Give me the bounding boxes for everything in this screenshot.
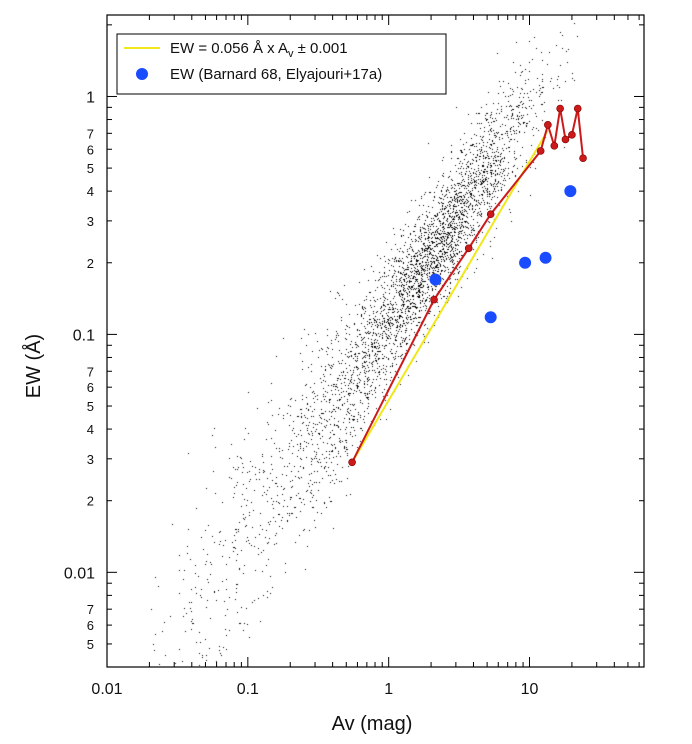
median-point — [486, 210, 495, 219]
y-tick-label: 0.1 — [73, 327, 95, 344]
y-minor-tick-label: 3 — [87, 214, 94, 229]
legend-fit-label-subscript: v — [288, 48, 294, 60]
x-tick-label: 10 — [521, 681, 539, 698]
y-tick-label: 1 — [86, 89, 95, 106]
y-minor-tick-label: 6 — [87, 380, 94, 395]
y-minor-tick-label: 2 — [87, 494, 94, 509]
pixel-scatter-cloud — [107, 15, 644, 667]
fit-line — [351, 129, 549, 463]
median-point — [544, 121, 552, 129]
x-tick-label: 1 — [384, 681, 393, 698]
y-minor-tick-label: 5 — [87, 161, 94, 176]
median-point — [568, 131, 576, 139]
y-minor-tick-label: 4 — [87, 422, 94, 437]
median-point — [348, 458, 356, 467]
b68-point — [564, 185, 577, 198]
y-minor-tick-label: 6 — [87, 142, 94, 157]
scatter-cloud-image — [107, 15, 644, 667]
y-minor-tick-label: 4 — [87, 184, 94, 199]
b68-point — [519, 256, 532, 269]
y-minor-tick-label: 5 — [87, 399, 94, 414]
x-axis-title: Av (mag) — [332, 713, 413, 735]
y-axis-title: EW (Å) — [22, 334, 45, 398]
axis-ticks — [106, 15, 644, 668]
y-minor-tick-label: 7 — [87, 126, 94, 141]
fit-line-layer — [351, 129, 549, 463]
barnard68-points-layer — [429, 185, 577, 324]
y-tick-label: 0.01 — [64, 565, 95, 582]
median-point — [536, 147, 545, 155]
y-minor-tick-label: 2 — [87, 256, 94, 271]
median-point — [464, 244, 473, 253]
b68-point — [429, 273, 442, 286]
b68-point — [484, 311, 497, 324]
median-point — [573, 104, 582, 113]
y-minor-tick-label: 5 — [87, 637, 94, 652]
legend-b68-label: EW (Barnard 68, Elyajouri+17a) — [170, 66, 382, 83]
median-point — [550, 142, 559, 150]
median-point — [561, 135, 570, 144]
median-point — [430, 295, 438, 304]
y-minor-tick-label: 7 — [87, 602, 94, 617]
x-tick-label: 0.01 — [91, 681, 122, 698]
median-point — [579, 154, 587, 163]
median-line — [351, 108, 585, 463]
y-minor-tick-label: 6 — [87, 618, 94, 633]
x-tick-label: 0.1 — [237, 681, 259, 698]
legend-fit-label: EW = 0.056 Å x Av ± 0.001 — [170, 40, 348, 60]
legend-b68-marker — [136, 68, 148, 80]
legend-box — [116, 33, 447, 95]
median-point — [556, 104, 564, 113]
y-minor-tick-label: 3 — [87, 452, 94, 467]
legend-fit-label-main: EW = 0.056 Å x A — [170, 40, 288, 57]
binned-median-layer — [348, 104, 587, 467]
y-minor-tick-label: 7 — [87, 364, 94, 379]
legend: EW = 0.056 Å x Av ± 0.001 EW (Barnard 68… — [116, 33, 447, 95]
b68-point — [539, 251, 552, 264]
legend-fit-label-tail: ± 0.001 — [293, 40, 347, 57]
